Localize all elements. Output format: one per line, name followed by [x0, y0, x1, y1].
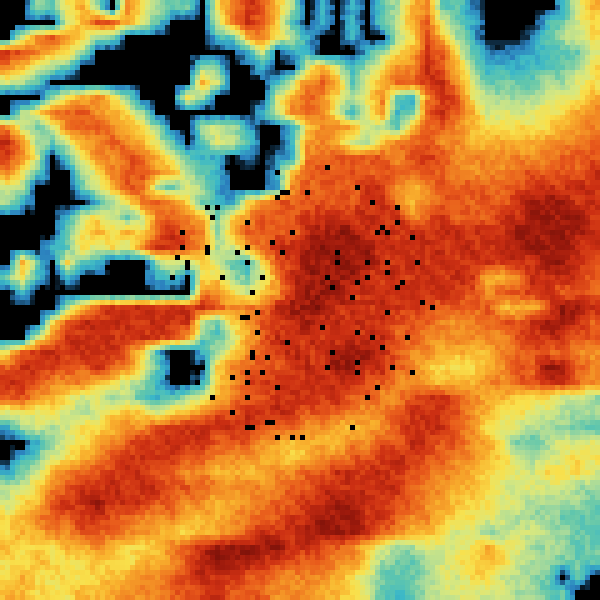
radar-heatmap-canvas	[0, 0, 600, 600]
radar-view	[0, 0, 600, 600]
